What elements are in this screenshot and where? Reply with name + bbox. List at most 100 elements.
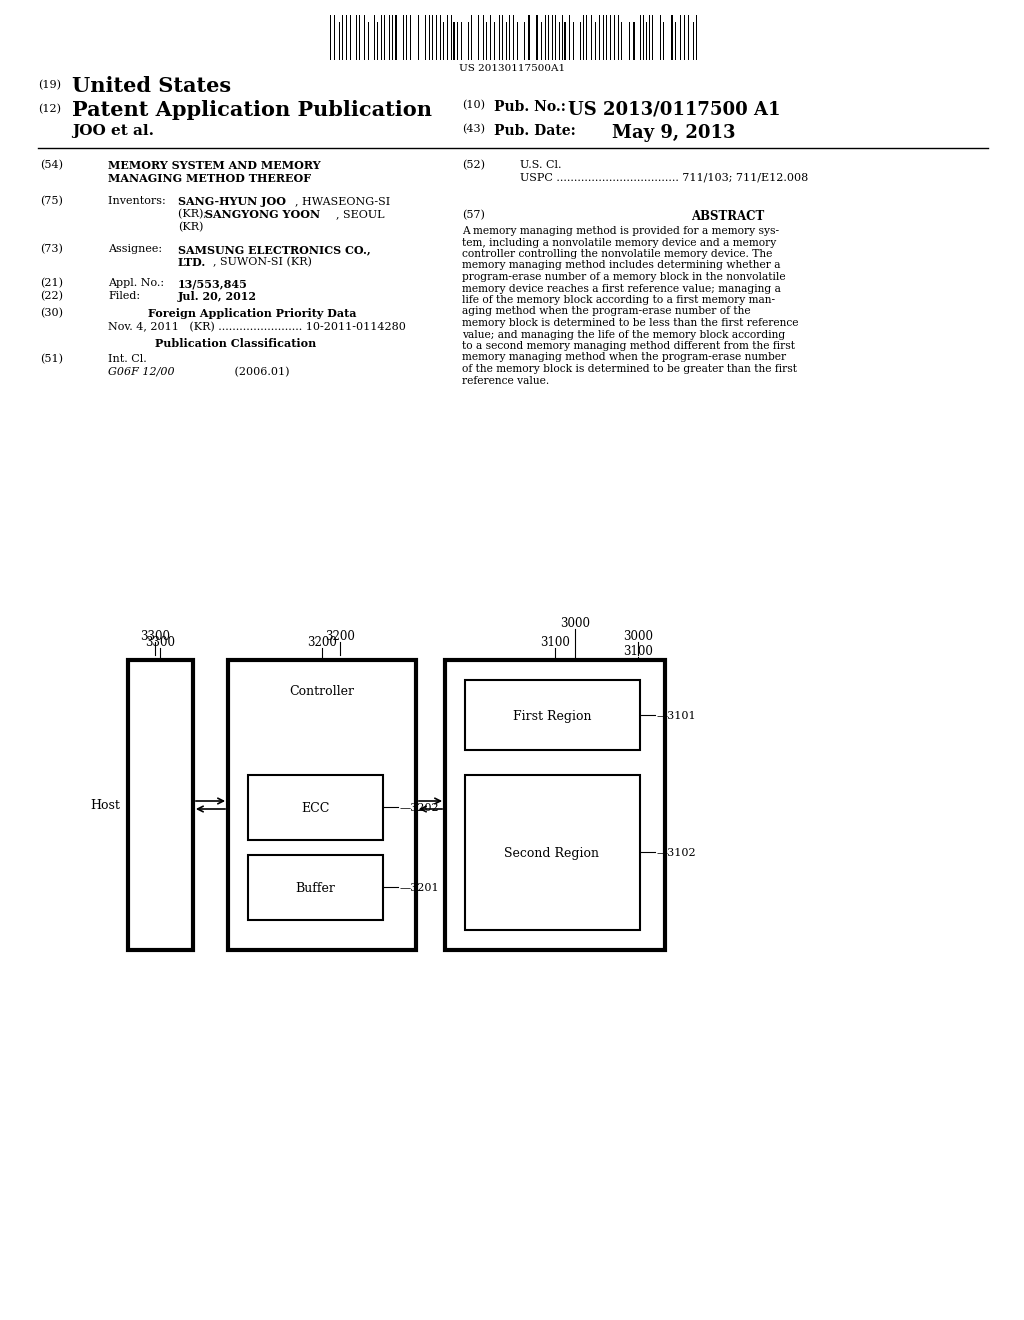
Text: SAMSUNG ELECTRONICS CO.,: SAMSUNG ELECTRONICS CO.,: [178, 244, 371, 255]
Text: Pub. Date:: Pub. Date:: [494, 124, 575, 139]
Text: 3300: 3300: [145, 636, 175, 649]
Bar: [391, 15, 393, 59]
Bar: [443, 21, 444, 59]
Bar: [377, 21, 378, 59]
Bar: [368, 21, 369, 59]
Bar: [128, 660, 193, 950]
Text: (12): (12): [38, 104, 61, 115]
Bar: [445, 660, 665, 950]
Text: controller controlling the nonvolatile memory device. The: controller controlling the nonvolatile m…: [462, 249, 772, 259]
Text: G06F 12/00: G06F 12/00: [108, 367, 175, 378]
Text: May 9, 2013: May 9, 2013: [612, 124, 735, 143]
Bar: [364, 15, 365, 59]
Text: Second Region: Second Region: [505, 847, 599, 861]
Bar: [634, 21, 635, 59]
Text: US 20130117500A1: US 20130117500A1: [459, 63, 565, 73]
Text: (52): (52): [462, 160, 485, 170]
Text: memory managing method when the program-erase number: memory managing method when the program-…: [462, 352, 786, 363]
Text: 3100: 3100: [540, 636, 570, 649]
Bar: [406, 15, 407, 59]
Text: to a second memory managing method different from the first: to a second memory managing method diffe…: [462, 341, 795, 351]
Text: Int. Cl.: Int. Cl.: [108, 354, 146, 364]
Text: Filed:: Filed:: [108, 290, 140, 301]
Text: Nov. 4, 2011   (KR) ........................ 10-2011-0114280: Nov. 4, 2011 (KR) ......................…: [108, 322, 406, 333]
Text: (21): (21): [40, 279, 63, 288]
Text: 3000: 3000: [560, 616, 590, 630]
Text: , SUWON-SI (KR): , SUWON-SI (KR): [213, 257, 312, 268]
Text: Pub. No.:: Pub. No.:: [494, 100, 570, 114]
Bar: [425, 15, 426, 59]
Bar: [528, 15, 529, 59]
Bar: [457, 21, 458, 59]
Text: First Region: First Region: [513, 710, 591, 723]
Text: U.S. Cl.: U.S. Cl.: [520, 160, 561, 170]
Text: 3000: 3000: [623, 630, 653, 643]
Bar: [489, 15, 492, 59]
Text: Buffer: Buffer: [295, 882, 335, 895]
Bar: [454, 21, 455, 59]
Text: US 2013/0117500 A1: US 2013/0117500 A1: [568, 100, 780, 117]
Text: program-erase number of a memory block in the nonvolatile: program-erase number of a memory block i…: [462, 272, 785, 282]
Text: (51): (51): [40, 354, 63, 364]
Bar: [395, 15, 396, 59]
Bar: [568, 15, 570, 59]
Text: memory device reaches a first reference value; managing a: memory device reaches a first reference …: [462, 284, 781, 293]
Bar: [502, 15, 503, 59]
Text: 3200: 3200: [307, 636, 337, 649]
Text: Publication Classification: Publication Classification: [155, 338, 316, 348]
Bar: [672, 15, 673, 59]
Text: Assignee:: Assignee:: [108, 244, 166, 253]
Bar: [465, 775, 640, 931]
Text: (2006.01): (2006.01): [210, 367, 290, 378]
Text: (KR): (KR): [178, 222, 204, 232]
Bar: [617, 15, 618, 59]
Bar: [614, 15, 615, 59]
Text: value; and managing the life of the memory block according: value; and managing the life of the memo…: [462, 330, 785, 339]
Text: LTD.: LTD.: [178, 257, 206, 268]
Text: (22): (22): [40, 290, 63, 301]
Bar: [606, 15, 607, 59]
Bar: [537, 15, 538, 59]
Bar: [622, 21, 623, 59]
Text: life of the memory block according to a first memory man-: life of the memory block according to a …: [462, 294, 775, 305]
Text: MEMORY SYSTEM AND MEMORY: MEMORY SYSTEM AND MEMORY: [108, 160, 321, 172]
Text: , HWASEONG-SI: , HWASEONG-SI: [295, 195, 390, 206]
Bar: [465, 680, 640, 750]
Text: Host: Host: [90, 799, 120, 812]
Text: 3300: 3300: [140, 630, 170, 643]
Text: ABSTRACT: ABSTRACT: [691, 210, 765, 223]
Text: (54): (54): [40, 160, 63, 170]
Text: —3201: —3201: [400, 883, 439, 894]
Text: 3200: 3200: [325, 630, 355, 643]
Text: —3102: —3102: [657, 847, 696, 858]
Text: (73): (73): [40, 244, 62, 255]
Text: Jul. 20, 2012: Jul. 20, 2012: [178, 290, 257, 302]
Text: aging method when the program-erase number of the: aging method when the program-erase numb…: [462, 306, 751, 317]
Text: reference value.: reference value.: [462, 375, 549, 385]
Text: SANG-HYUN JOO: SANG-HYUN JOO: [178, 195, 286, 207]
Bar: [248, 775, 383, 840]
Text: ECC: ECC: [301, 803, 329, 814]
Bar: [248, 855, 383, 920]
Text: memory managing method includes determining whether a: memory managing method includes determin…: [462, 260, 780, 271]
Text: SANGYONG YOON: SANGYONG YOON: [205, 209, 321, 220]
Text: of the memory block is determined to be greater than the first: of the memory block is determined to be …: [462, 364, 797, 374]
Text: tem, including a nonvolatile memory device and a memory: tem, including a nonvolatile memory devi…: [462, 238, 776, 248]
Text: Patent Application Publication: Patent Application Publication: [72, 100, 432, 120]
Text: (57): (57): [462, 210, 485, 220]
Text: (75): (75): [40, 195, 62, 206]
Bar: [599, 15, 600, 59]
Text: Appl. No.:: Appl. No.:: [108, 279, 168, 288]
Bar: [542, 21, 543, 59]
Bar: [564, 21, 566, 59]
Text: —3202: —3202: [400, 803, 439, 813]
Text: (30): (30): [40, 308, 63, 318]
Text: (43): (43): [462, 124, 485, 135]
Text: USPC ................................... 711/103; 711/E12.008: USPC ...................................…: [520, 173, 808, 183]
Bar: [513, 15, 514, 59]
Text: (10): (10): [462, 100, 485, 111]
Bar: [228, 660, 416, 950]
Text: 13/553,845: 13/553,845: [178, 279, 248, 289]
Text: Inventors:: Inventors:: [108, 195, 169, 206]
Text: memory block is determined to be less than the first reference: memory block is determined to be less th…: [462, 318, 799, 327]
